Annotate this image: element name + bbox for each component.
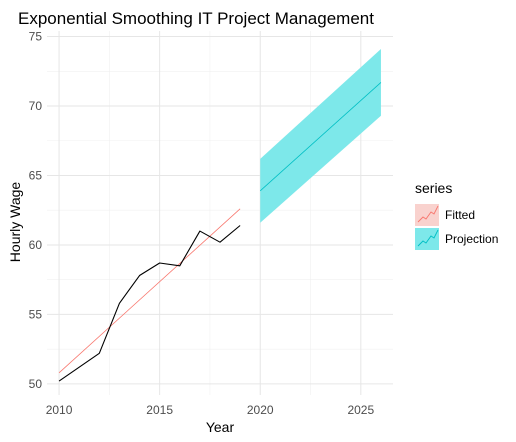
x-axis-ticks: 2010 2015 2020 2025 [46,403,375,417]
chart-title: Exponential Smoothing IT Project Managem… [18,9,374,28]
grid-minor [47,31,393,395]
legend-key-fitted [415,204,439,226]
fitted-line [58,208,241,374]
legend-item-fitted: Fitted [415,204,475,226]
y-tick-label: 60 [29,238,43,252]
projection-band [260,49,381,223]
y-tick-label: 70 [29,99,43,113]
projection-band-layer [260,49,381,223]
y-tick-label: 50 [29,377,43,391]
y-tick-label: 55 [29,307,43,321]
x-axis-title: Year [206,419,235,435]
plot-panel [47,31,393,395]
projection-line [259,82,382,192]
legend-key-projection-line [417,229,439,247]
legend-key-fitted-line [417,205,439,223]
legend-key-projection [415,228,439,250]
y-axis-title: Hourly Wage [7,182,23,263]
legend-label-projection: Projection [445,232,498,246]
y-tick-label: 65 [29,168,43,182]
x-tick-label: 2015 [146,403,173,417]
line-layer [58,82,382,382]
x-tick-label: 2025 [347,403,374,417]
y-tick-label: 75 [29,30,43,44]
legend-title: series [415,180,452,196]
legend-label-fitted: Fitted [445,208,475,222]
y-axis-ticks: 50 55 60 65 70 75 [29,30,43,391]
x-tick-label: 2020 [247,403,274,417]
actual-series-line [58,225,241,382]
legend: series Fitted Projection [415,180,498,250]
x-tick-label: 2010 [46,403,73,417]
legend-item-projection: Projection [415,228,498,250]
